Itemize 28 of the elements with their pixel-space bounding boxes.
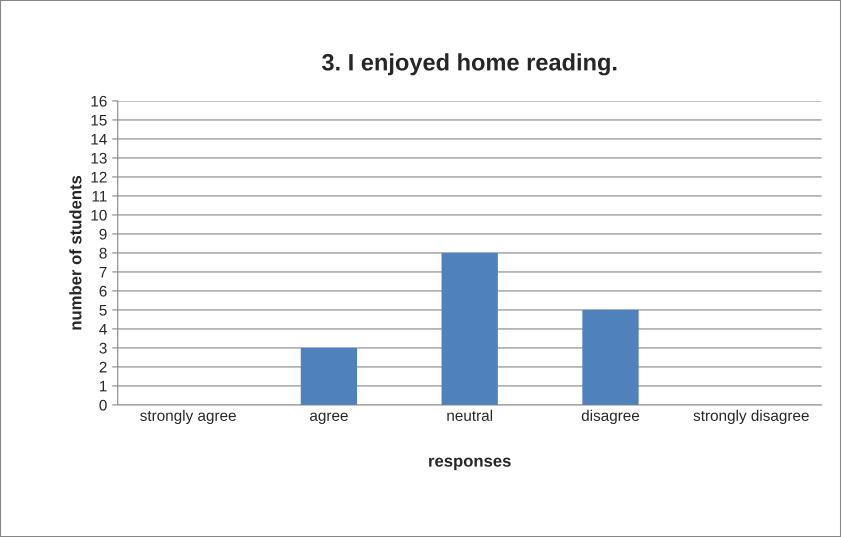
bar (582, 310, 639, 405)
y-tick-label: 15 (91, 114, 107, 126)
y-tick-label: 0 (99, 400, 107, 411)
y-tick-label: 5 (99, 304, 107, 316)
y-tick-label: 1 (100, 380, 107, 392)
y-tick-label: 13 (91, 152, 107, 164)
x-tick-label: disagree (582, 410, 640, 424)
y-axis-title: number of students (69, 176, 82, 330)
y-tick-label: 2 (100, 362, 107, 372)
chart-title: 3. I enjoyed home reading. (322, 53, 616, 76)
y-tick-label: 4 (99, 324, 107, 334)
y-tick-label: 3 (99, 342, 107, 354)
y-tick-label: 10 (91, 210, 107, 221)
y-tick-label: 12 (91, 172, 107, 182)
y-tick-label: 7 (100, 266, 107, 278)
x-tick-label: agree (310, 412, 348, 424)
x-tick-label: strongly disagree (694, 410, 809, 424)
y-tick-label: 14 (91, 134, 107, 144)
x-tick-label: neutral (447, 410, 492, 421)
y-tick-label: 16 (91, 96, 107, 107)
x-axis-title: responses (429, 458, 511, 470)
bar (300, 348, 358, 405)
y-tick-label: 8 (99, 248, 107, 259)
y-tick-label: 9 (100, 228, 107, 240)
y-tick-label: 11 (92, 190, 107, 202)
bar (442, 252, 498, 405)
x-tick-label: strongly agree (140, 410, 236, 424)
y-tick-label: 6 (100, 286, 107, 297)
